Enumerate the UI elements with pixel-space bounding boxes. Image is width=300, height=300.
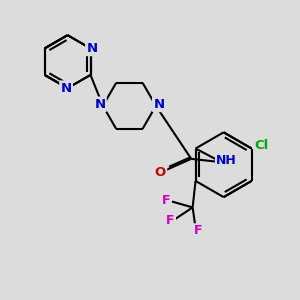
Text: F: F xyxy=(166,214,175,227)
Text: N: N xyxy=(86,42,98,55)
Text: F: F xyxy=(162,194,170,207)
Text: F: F xyxy=(194,224,203,238)
Text: O: O xyxy=(155,166,166,178)
Text: N: N xyxy=(94,98,106,111)
Text: N: N xyxy=(61,82,72,95)
Text: NH: NH xyxy=(216,154,237,167)
Text: Cl: Cl xyxy=(255,139,269,152)
Text: N: N xyxy=(153,98,164,111)
